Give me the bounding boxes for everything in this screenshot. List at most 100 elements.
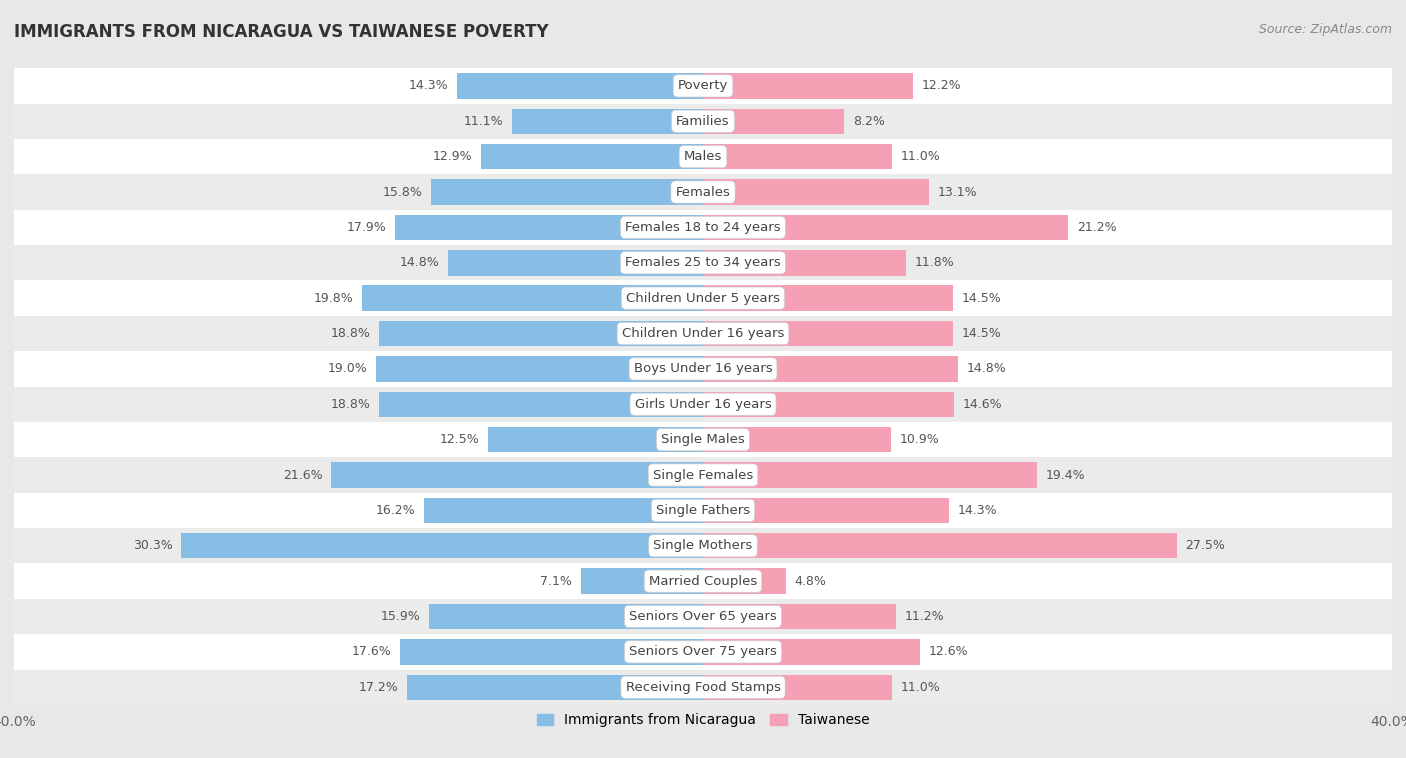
Bar [14, 245, 1392, 280]
Text: 14.3%: 14.3% [409, 80, 449, 92]
Text: 12.6%: 12.6% [928, 645, 969, 659]
Text: 15.9%: 15.9% [381, 610, 420, 623]
Text: 19.8%: 19.8% [314, 292, 353, 305]
Text: 21.6%: 21.6% [283, 468, 322, 481]
Text: Children Under 5 years: Children Under 5 years [626, 292, 780, 305]
Bar [703, 427, 891, 453]
Text: 15.8%: 15.8% [382, 186, 422, 199]
Text: Receiving Food Stamps: Receiving Food Stamps [626, 681, 780, 694]
Text: 11.0%: 11.0% [901, 150, 941, 163]
Bar [14, 387, 1392, 422]
Legend: Immigrants from Nicaragua, Taiwanese: Immigrants from Nicaragua, Taiwanese [531, 708, 875, 733]
Bar [703, 321, 953, 346]
Bar [14, 316, 1392, 351]
Bar [14, 528, 1392, 563]
Bar [703, 286, 953, 311]
Text: 12.9%: 12.9% [433, 150, 472, 163]
Bar [481, 144, 703, 169]
Bar [581, 568, 703, 594]
Bar [703, 462, 1038, 487]
Bar [703, 108, 844, 134]
Text: 18.8%: 18.8% [330, 398, 371, 411]
Text: 16.2%: 16.2% [375, 504, 415, 517]
Text: Families: Families [676, 114, 730, 128]
Bar [703, 144, 893, 169]
Text: 7.1%: 7.1% [540, 575, 572, 587]
Text: Source: ZipAtlas.com: Source: ZipAtlas.com [1258, 23, 1392, 36]
Bar [361, 286, 703, 311]
Bar [14, 457, 1392, 493]
Text: 19.4%: 19.4% [1046, 468, 1085, 481]
Bar [703, 675, 893, 700]
Bar [14, 493, 1392, 528]
Bar [406, 675, 703, 700]
Bar [14, 139, 1392, 174]
Text: Males: Males [683, 150, 723, 163]
Text: 17.2%: 17.2% [359, 681, 398, 694]
Bar [703, 215, 1069, 240]
Text: 18.8%: 18.8% [330, 327, 371, 340]
Text: Poverty: Poverty [678, 80, 728, 92]
Bar [703, 392, 955, 417]
Bar [181, 533, 703, 559]
Bar [14, 210, 1392, 245]
Text: 19.0%: 19.0% [328, 362, 367, 375]
Bar [703, 498, 949, 523]
Bar [488, 427, 703, 453]
Text: 17.9%: 17.9% [346, 221, 387, 234]
Bar [14, 563, 1392, 599]
Text: Females 25 to 34 years: Females 25 to 34 years [626, 256, 780, 269]
Bar [14, 669, 1392, 705]
Bar [375, 356, 703, 381]
Text: Married Couples: Married Couples [650, 575, 756, 587]
Text: 13.1%: 13.1% [938, 186, 977, 199]
Bar [14, 280, 1392, 316]
Bar [14, 68, 1392, 104]
Text: Seniors Over 75 years: Seniors Over 75 years [628, 645, 778, 659]
Text: Seniors Over 65 years: Seniors Over 65 years [628, 610, 778, 623]
Text: 14.6%: 14.6% [963, 398, 1002, 411]
Text: Girls Under 16 years: Girls Under 16 years [634, 398, 772, 411]
Text: 12.2%: 12.2% [922, 80, 962, 92]
Text: 30.3%: 30.3% [132, 539, 173, 553]
Text: Females 18 to 24 years: Females 18 to 24 years [626, 221, 780, 234]
Text: 11.0%: 11.0% [901, 681, 941, 694]
Bar [14, 174, 1392, 210]
Text: Single Mothers: Single Mothers [654, 539, 752, 553]
Bar [430, 180, 703, 205]
Bar [703, 74, 912, 99]
Text: 10.9%: 10.9% [900, 433, 939, 446]
Bar [380, 321, 703, 346]
Text: 11.8%: 11.8% [915, 256, 955, 269]
Bar [703, 180, 928, 205]
Text: IMMIGRANTS FROM NICARAGUA VS TAIWANESE POVERTY: IMMIGRANTS FROM NICARAGUA VS TAIWANESE P… [14, 23, 548, 41]
Text: 14.5%: 14.5% [962, 292, 1001, 305]
Bar [395, 215, 703, 240]
Bar [703, 533, 1177, 559]
Text: 12.5%: 12.5% [439, 433, 479, 446]
Text: Boys Under 16 years: Boys Under 16 years [634, 362, 772, 375]
Bar [330, 462, 703, 487]
Text: 11.1%: 11.1% [464, 114, 503, 128]
Bar [703, 250, 907, 275]
Bar [380, 392, 703, 417]
Bar [457, 74, 703, 99]
Text: 14.8%: 14.8% [399, 256, 440, 269]
Bar [703, 604, 896, 629]
Bar [703, 356, 957, 381]
Bar [429, 604, 703, 629]
Text: Single Males: Single Males [661, 433, 745, 446]
Text: 14.3%: 14.3% [957, 504, 997, 517]
Text: Females: Females [675, 186, 731, 199]
Bar [14, 104, 1392, 139]
Text: Single Females: Single Females [652, 468, 754, 481]
Text: 14.5%: 14.5% [962, 327, 1001, 340]
Bar [703, 639, 920, 665]
Text: Single Fathers: Single Fathers [657, 504, 749, 517]
Text: 27.5%: 27.5% [1185, 539, 1225, 553]
Text: 4.8%: 4.8% [794, 575, 827, 587]
Text: Children Under 16 years: Children Under 16 years [621, 327, 785, 340]
Text: 11.2%: 11.2% [904, 610, 945, 623]
Bar [14, 599, 1392, 634]
Bar [703, 568, 786, 594]
